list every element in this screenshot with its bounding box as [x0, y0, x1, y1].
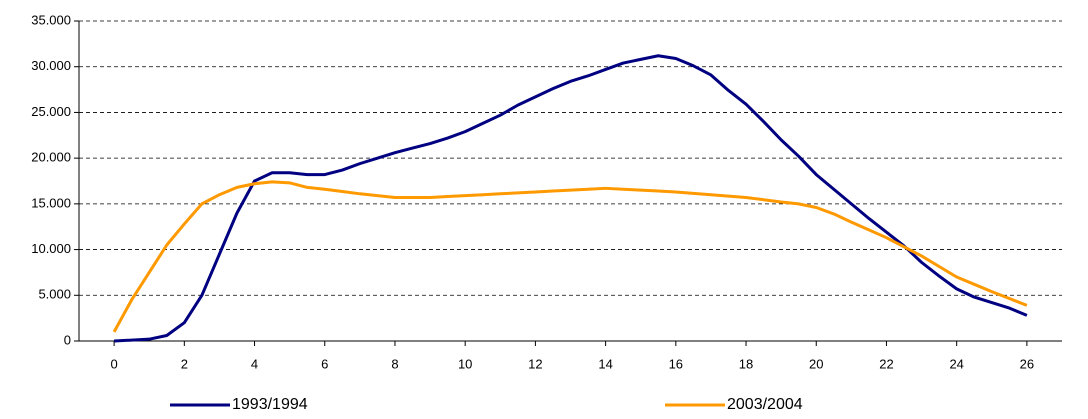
x-tick-label: 12 [528, 356, 542, 371]
x-tick-label: 6 [321, 356, 328, 371]
series-line [114, 54, 1028, 343]
x-tick-label: 4 [251, 356, 258, 371]
x-tick-label: 8 [391, 356, 398, 371]
y-tick-label: 25.000 [31, 104, 71, 119]
y-tick-label: 0 [64, 332, 71, 347]
y-tick-label: 35.000 [31, 12, 71, 27]
x-tick-label: 26 [1020, 356, 1034, 371]
x-tick-label: 18 [739, 356, 753, 371]
x-tick-label: 20 [809, 356, 823, 371]
y-tick-label: 30.000 [31, 58, 71, 73]
y-tick-label: 15.000 [31, 195, 71, 210]
x-tick-label: 2 [181, 356, 188, 371]
legend-label: 2003/2004 [727, 396, 803, 413]
x-tick-label: 0 [110, 356, 117, 371]
y-tick-label: 10.000 [31, 241, 71, 256]
legend-label: 1993/1994 [232, 396, 308, 413]
x-tick-label: 24 [949, 356, 963, 371]
y-tick-label: 20.000 [31, 150, 71, 165]
y-tick-label: 5.000 [38, 287, 71, 302]
x-tick-label: 14 [598, 356, 612, 371]
series-line [112, 180, 1028, 333]
x-tick-label: 22 [879, 356, 893, 371]
x-tick-label: 16 [669, 356, 683, 371]
x-tick-label: 10 [458, 356, 472, 371]
